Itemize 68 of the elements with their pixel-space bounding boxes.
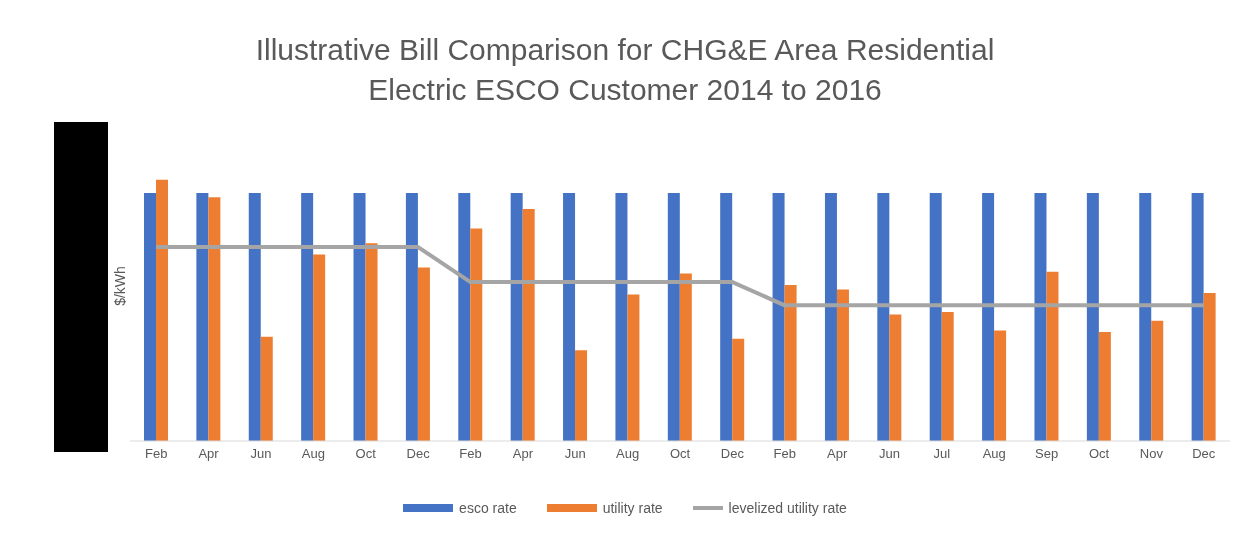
bar [458, 192, 471, 441]
x-tick-label: Dec [720, 446, 745, 462]
x-tick-label: Feb [773, 446, 796, 462]
bar [836, 289, 849, 441]
bar [563, 192, 576, 441]
legend-label: utility rate [602, 500, 663, 516]
x-tick-label: Oct [355, 446, 377, 462]
bar [982, 192, 995, 441]
x-tick-label: Nov [1139, 446, 1164, 462]
bar [1191, 192, 1204, 441]
bar [248, 192, 261, 441]
bar [260, 336, 273, 441]
bar [929, 192, 942, 441]
y-axis-title: $/kWh [112, 265, 128, 308]
x-tick-label: Jun [879, 446, 901, 462]
bar [667, 192, 680, 441]
bar [313, 254, 326, 441]
bar [720, 192, 733, 441]
bar [510, 192, 523, 441]
bar [1139, 192, 1152, 441]
x-tick-label: Oct [669, 446, 691, 462]
x-tick-label: Jun [564, 446, 586, 462]
bar [732, 338, 745, 441]
bar [772, 192, 785, 441]
x-tick-label: Aug [982, 446, 1006, 462]
bar [1046, 271, 1059, 441]
x-tick-label: Sep [1035, 446, 1059, 462]
bar [941, 311, 954, 441]
x-tick-label: Jun [250, 446, 272, 462]
x-tick-label: Apr [198, 446, 220, 462]
bar [417, 267, 430, 441]
bar [1086, 192, 1099, 441]
bar [353, 192, 366, 441]
bar [1098, 332, 1111, 441]
x-tick-label: Aug [301, 446, 325, 462]
chart-title: Illustrative Bill Comparison for CHG&E Area Residential Electric ESCO Customer 2014 to 2016 [254, 32, 996, 108]
bar [824, 192, 837, 441]
x-tick-label: Jul [933, 446, 951, 462]
x-tick-label: Aug [616, 446, 640, 462]
bar [575, 350, 588, 441]
x-tick-label: Dec [406, 446, 431, 462]
bar [994, 330, 1007, 441]
bar [627, 294, 640, 441]
bar [144, 192, 156, 441]
bar [615, 192, 628, 441]
bar [365, 243, 378, 441]
legend-label: esco rate [459, 500, 517, 516]
bar [679, 273, 692, 441]
bar [405, 192, 418, 441]
x-tick-label: Apr [827, 446, 848, 462]
bar [1151, 320, 1164, 441]
bar [196, 192, 209, 441]
x-tick-label: Dec [1192, 446, 1216, 462]
bar [156, 179, 168, 441]
x-tick-label: Oct [1088, 446, 1110, 462]
bar [1203, 293, 1216, 441]
bar [889, 314, 902, 441]
bar [301, 192, 314, 441]
legend-label: levelized utility rate [728, 500, 847, 516]
bar [1034, 192, 1047, 441]
bar [784, 284, 797, 441]
x-tick-label: Feb [459, 446, 482, 462]
bar [470, 228, 483, 441]
bar [877, 192, 890, 441]
x-tick-label: Apr [512, 446, 534, 462]
bar [208, 197, 221, 441]
bar [522, 208, 535, 441]
x-tick-label: Feb [144, 446, 168, 462]
